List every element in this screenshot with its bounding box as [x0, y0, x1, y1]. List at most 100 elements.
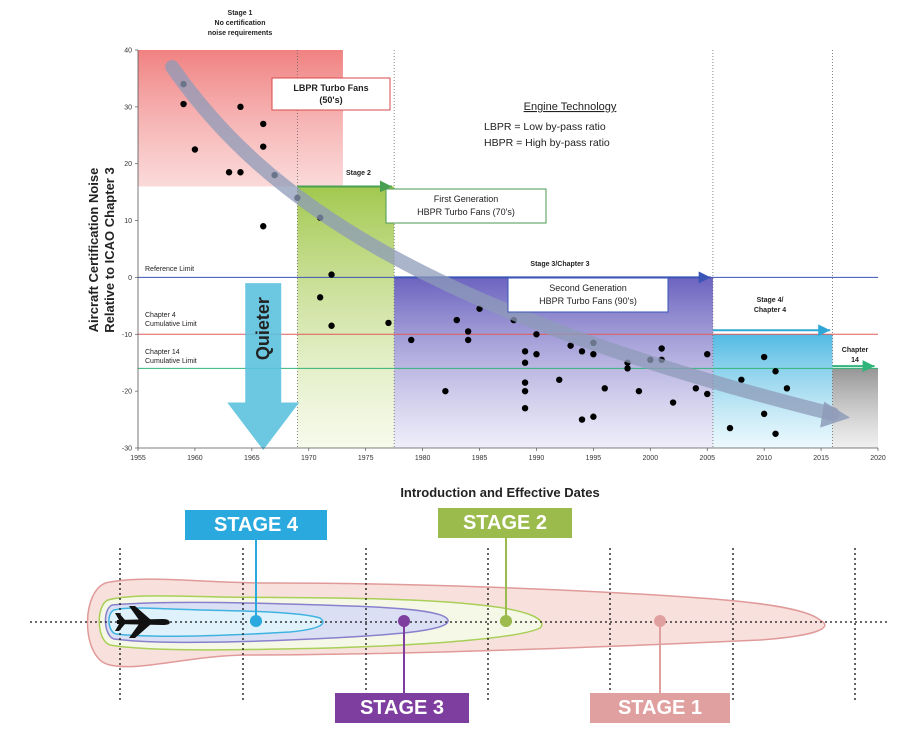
- stage2-contour: [98, 595, 543, 651]
- second-gen-line1: Second Generation: [549, 283, 627, 293]
- y-tick-label: 30: [124, 104, 132, 111]
- stage1-label-line3: noise requirements: [208, 30, 273, 37]
- chapter4-limit-label-line1: Chapter 4: [145, 312, 176, 319]
- x-tick-label: 1980: [415, 455, 431, 462]
- stage-boundary-lines: [296, 50, 833, 448]
- chapter4-limit-label-line2: Cumulative Limit: [145, 321, 197, 328]
- data-point: [225, 169, 233, 176]
- x-tick-label: 1960: [187, 455, 203, 462]
- noise-chart: Quieter 1955 1960 1965 1970 1975 1980 1985 1990…: [86, 10, 886, 500]
- y-tick-label: 20: [124, 161, 132, 168]
- data-point: [590, 350, 597, 358]
- data-point: [385, 319, 392, 327]
- stage1-header-label: Stage 1 No certification noise requireme…: [208, 10, 273, 37]
- data-point: [260, 120, 267, 128]
- x-tick-label: 2015: [813, 455, 829, 462]
- stage3-contour: [104, 601, 449, 644]
- data-point: [533, 331, 540, 338]
- reference-limit-label: Reference Limit: [145, 266, 194, 273]
- data-point: [521, 405, 529, 412]
- data-point: [760, 353, 768, 361]
- stage3-marker: [398, 615, 410, 627]
- limit-lines: [138, 180, 878, 373]
- legend-title: Engine Technology: [524, 101, 617, 113]
- data-point: [601, 385, 608, 392]
- x-tick-label: 1995: [586, 455, 602, 462]
- data-point: [783, 385, 791, 392]
- data-point: [521, 348, 529, 355]
- x-tick-label: 2020: [870, 455, 886, 462]
- data-point: [442, 387, 449, 395]
- stage2-marker: [500, 615, 512, 627]
- data-point: [328, 271, 335, 278]
- data-point: [328, 322, 335, 329]
- y-tick-labels: 40 30 20 10 0 -10 -20 -30: [122, 48, 138, 453]
- legend-line1: LBPR = Low by-pass ratio: [484, 121, 606, 133]
- y-tick-label: 0: [128, 275, 132, 282]
- data-point: [556, 376, 563, 383]
- chapter14-region-label-line2: 14: [851, 357, 859, 364]
- stage3-badge: STAGE 3: [335, 693, 469, 723]
- stage1-badge: STAGE 1: [590, 693, 730, 723]
- legend-line2: HBPR = High by-pass ratio: [484, 137, 610, 149]
- first-gen-line2: HBPR Turbo Fans (70's): [417, 207, 515, 217]
- x-tick-label: 2010: [756, 455, 772, 462]
- stage4-label-line2: Chapter 4: [754, 307, 786, 314]
- x-tick-label: 1990: [529, 455, 545, 462]
- stage1-label-line2: No certification: [215, 20, 266, 27]
- x-tick-labels: 1955 1960 1965 1970 1975 1980 1985 1990 1995 2000…: [130, 448, 886, 462]
- x-tick-label: 1970: [301, 455, 317, 462]
- data-point: [521, 387, 529, 395]
- y-axis-title-line2: Relative to ICAO Chapter 3: [102, 167, 117, 332]
- data-point: [237, 103, 244, 111]
- data-point: [692, 385, 700, 392]
- quieter-arrow: Quieter: [227, 283, 300, 450]
- contour-grid: [30, 548, 890, 700]
- y-tick-label: 10: [124, 218, 132, 225]
- data-point: [316, 294, 324, 301]
- first-gen-line1: First Generation: [434, 194, 499, 204]
- chapter14-limit-label-line2: Cumulative Limit: [145, 358, 197, 365]
- data-point: [578, 416, 586, 423]
- airplane-icon: [115, 606, 170, 638]
- data-point: [738, 376, 745, 383]
- data-point: [624, 365, 631, 372]
- x-tick-label: 1965: [244, 455, 260, 462]
- stage1-marker: [654, 615, 666, 627]
- data-point: [578, 348, 586, 355]
- data-point: [464, 328, 472, 335]
- data-point: [772, 430, 779, 437]
- engine-technology-legend: Engine Technology LBPR = Low by-pass rat…: [484, 101, 617, 149]
- y-tick-label: -20: [122, 389, 132, 396]
- stage1-label-line1: Stage 1: [228, 10, 253, 17]
- lbpr-annotation-line2: (50's): [319, 95, 342, 105]
- stage3-label: Stage 3/Chapter 3: [530, 261, 589, 268]
- data-point: [658, 345, 665, 352]
- data-point: [237, 169, 244, 176]
- data-point: [260, 143, 267, 150]
- data-point: [453, 316, 460, 324]
- second-gen-line2: HBPR Turbo Fans (90's): [539, 296, 637, 306]
- chapter14-region: [832, 368, 878, 448]
- stage4-contour: [108, 607, 324, 637]
- data-point: [533, 350, 540, 358]
- data-point: [408, 336, 415, 344]
- stage4-badge: STAGE 4: [185, 510, 327, 540]
- stage4-label-line1: Stage 4/: [757, 297, 784, 304]
- x-tick-label: 1985: [472, 455, 488, 462]
- data-point: [260, 223, 267, 230]
- trend-arrow-head: [820, 401, 851, 428]
- y-tick-label: 40: [124, 48, 132, 55]
- x-tick-label: 1975: [358, 455, 374, 462]
- lbpr-annotation: LBPR Turbo Fans (50's): [271, 77, 391, 111]
- second-gen-annotation: Second Generation HBPR Turbo Fans (90's): [507, 277, 669, 313]
- x-tick-label: 2005: [699, 455, 715, 462]
- data-point: [191, 146, 199, 153]
- chapter14-limit-label-line1: Chapter 14: [145, 349, 180, 356]
- lbpr-annotation-line1: LBPR Turbo Fans: [293, 83, 368, 93]
- stage2-badge: STAGE 2: [438, 508, 572, 538]
- trend-arrow: [165, 60, 840, 421]
- data-point: [635, 387, 643, 395]
- y-axis-title-line1: Aircraft Certification Noise: [86, 168, 101, 333]
- x-axis-title: Introduction and Effective Dates: [400, 485, 599, 500]
